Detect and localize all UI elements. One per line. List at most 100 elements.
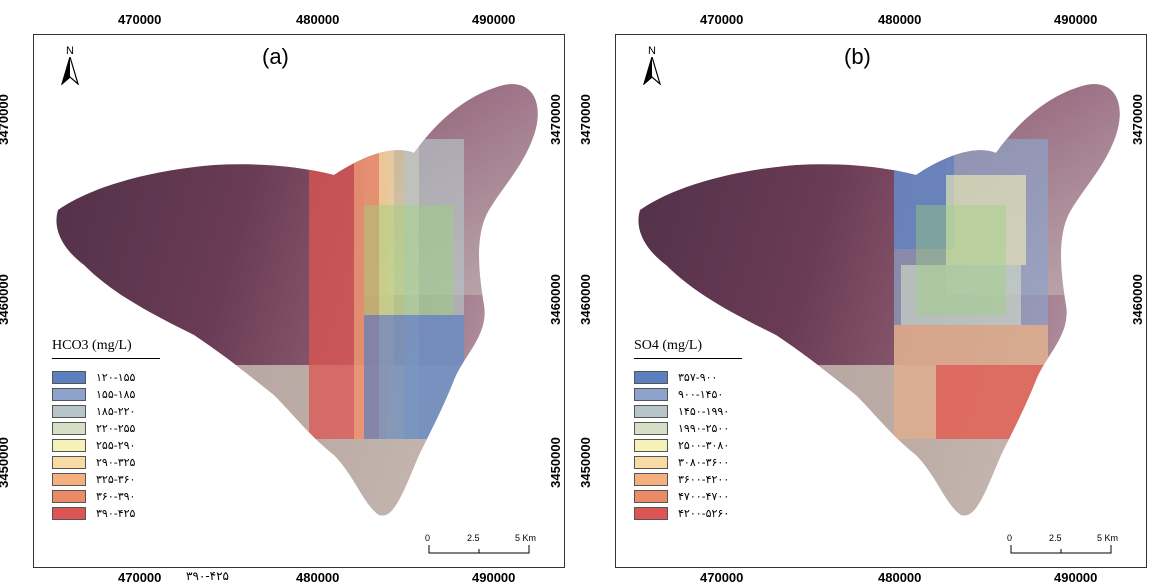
legend-row: ۳۹۰-۴۲۵ xyxy=(52,505,160,522)
x-tick-bottom-2: 480000 xyxy=(296,570,340,585)
legend-swatch xyxy=(634,439,668,452)
legend-swatch xyxy=(634,422,668,435)
legend-label: ۲۲۰-۲۵۵ xyxy=(96,422,136,435)
legend-label: ۱۸۵-۲۲۰ xyxy=(96,405,136,418)
legend-label: ۲۵۵-۲۹۰ xyxy=(96,439,136,452)
north-arrow-icon xyxy=(642,54,662,86)
legend-swatch xyxy=(52,388,86,401)
y-tick-right-3: 3450000 xyxy=(547,437,563,488)
north-letter-b: N xyxy=(648,45,656,57)
x-tick-bottom-1: 470000 xyxy=(118,570,162,585)
scale-label-1: 2.5 xyxy=(1049,533,1062,543)
scale-label-2: 5 Km xyxy=(515,533,537,543)
scale-bar-line xyxy=(1010,545,1112,554)
panel-b: 470000 480000 490000 3470000 3460000 345… xyxy=(578,0,1161,588)
legend-row: ۴۷۰۰-۴۷۰۰ xyxy=(634,488,742,505)
y-tick-right-2: 3460000 xyxy=(1129,274,1145,325)
x-tick-top-3: 490000 xyxy=(472,12,516,27)
legend-label: ۳۹۰-۴۲۵ xyxy=(96,507,136,520)
legend-swatch xyxy=(634,490,668,503)
legend-swatch xyxy=(52,507,86,520)
legend-swatch xyxy=(634,456,668,469)
legend-swatch xyxy=(52,422,86,435)
legend-title-b: SO4 (mg/L) xyxy=(634,338,742,359)
legend-row: ۱۲۰-۱۵۵ xyxy=(52,369,160,386)
x-tick-bottom-1: 470000 xyxy=(700,570,744,585)
north-arrow-a: N xyxy=(60,45,80,88)
map-frame-b xyxy=(615,34,1147,568)
scale-label-0: 0 xyxy=(1007,533,1013,543)
legend-swatch xyxy=(52,490,86,503)
y-tick-right-1: 3470000 xyxy=(547,94,563,145)
panel-a: 470000 480000 490000 3470000 3460000 345… xyxy=(0,0,580,588)
y-tick-left-2: 3460000 xyxy=(577,274,593,325)
map-frame-a xyxy=(33,34,565,568)
overlay-a xyxy=(309,139,464,439)
y-tick-left-1: 3470000 xyxy=(0,94,11,145)
x-tick-top-2: 480000 xyxy=(296,12,340,27)
legend-label: ۴۷۰۰-۴۷۰۰ xyxy=(678,490,730,503)
x-tick-bottom-3: 490000 xyxy=(472,570,516,585)
legend-swatch xyxy=(634,473,668,486)
legend-label: ۱۵۵-۱۸۵ xyxy=(96,388,136,401)
legend-label: ۴۲۰۰-۵۲۶۰ xyxy=(678,507,730,520)
panel-label-a: (a) xyxy=(262,44,289,69)
stray-label: ۳۹۰-۴۲۵ xyxy=(186,569,230,583)
legend-row: ۲۵۵-۲۹۰ xyxy=(52,437,160,454)
legend-label: ۲۹۰-۳۲۵ xyxy=(96,456,136,469)
y-tick-left-2: 3460000 xyxy=(0,274,11,325)
y-tick-left-1: 3470000 xyxy=(577,94,593,145)
y-tick-left-3: 3450000 xyxy=(0,437,11,488)
legend-row: ۹۰۰-۱۴۵۰ xyxy=(634,386,742,403)
legend-title-a: HCO3 (mg/L) xyxy=(52,338,160,359)
legend-swatch xyxy=(634,405,668,418)
legend-row: ۱۴۵۰-۱۹۹۰ xyxy=(634,403,742,420)
legend-label: ۳۰۸۰-۳۶۰۰ xyxy=(678,456,730,469)
north-letter-a: N xyxy=(66,45,74,57)
scale-bar-b: 0 2.5 5 Km xyxy=(1007,533,1127,555)
legend-row: ۱۹۹۰-۲۵۰۰ xyxy=(634,420,742,437)
x-tick-top-1: 470000 xyxy=(700,12,744,27)
y-tick-right-1: 3470000 xyxy=(1129,94,1145,145)
legend-row: ۳۵۷-۹۰۰ xyxy=(634,369,742,386)
legend-row: ۳۶۰-۳۹۰ xyxy=(52,488,160,505)
legend-a: HCO3 (mg/L) ۱۲۰-۱۵۵ ۱۵۵-۱۸۵ ۱۸۵-۲۲۰ ۲۲۰-… xyxy=(52,338,160,522)
legend-label: ۳۶۰۰-۴۲۰۰ xyxy=(678,473,730,486)
legend-label: ۱۲۰-۱۵۵ xyxy=(96,371,136,384)
legend-label: ۳۲۵-۳۶۰ xyxy=(96,473,136,486)
north-arrow-b: N xyxy=(642,45,662,88)
scale-label-2: 5 Km xyxy=(1097,533,1119,543)
legend-label: ۹۰۰-۱۴۵۰ xyxy=(678,388,724,401)
legend-row: ۱۸۵-۲۲۰ xyxy=(52,403,160,420)
x-tick-bottom-2: 480000 xyxy=(878,570,922,585)
panel-label-b: (b) xyxy=(844,44,871,69)
legend-label: ۱۹۹۰-۲۵۰۰ xyxy=(678,422,730,435)
map-image-a xyxy=(56,84,538,516)
legend-row: ۲۵۰۰-۳۰۸۰ xyxy=(634,437,742,454)
scale-label-0: 0 xyxy=(425,533,431,543)
legend-label: ۳۵۷-۹۰۰ xyxy=(678,371,718,384)
legend-swatch xyxy=(634,507,668,520)
y-tick-left-3: 3450000 xyxy=(577,437,593,488)
legend-swatch xyxy=(52,473,86,486)
legend-swatch xyxy=(634,388,668,401)
legend-row: ۳۰۸۰-۳۶۰۰ xyxy=(634,454,742,471)
legend-row: ۳۲۵-۳۶۰ xyxy=(52,471,160,488)
legend-swatch xyxy=(52,456,86,469)
legend-b: SO4 (mg/L) ۳۵۷-۹۰۰ ۹۰۰-۱۴۵۰ ۱۴۵۰-۱۹۹۰ ۱۹… xyxy=(634,338,742,522)
scale-bar-a: 0 2.5 5 Km xyxy=(425,533,545,555)
legend-swatch xyxy=(52,439,86,452)
legend-row: ۴۲۰۰-۵۲۶۰ xyxy=(634,505,742,522)
scale-label-1: 2.5 xyxy=(467,533,480,543)
y-tick-right-2: 3460000 xyxy=(547,274,563,325)
legend-label: ۳۶۰-۳۹۰ xyxy=(96,490,136,503)
x-tick-bottom-3: 490000 xyxy=(1054,570,1098,585)
legend-row: ۲۹۰-۳۲۵ xyxy=(52,454,160,471)
legend-swatch xyxy=(634,371,668,384)
north-arrow-icon xyxy=(60,54,80,86)
legend-swatch xyxy=(52,371,86,384)
x-tick-top-1: 470000 xyxy=(118,12,162,27)
legend-swatch xyxy=(52,405,86,418)
legend-row: ۳۶۰۰-۴۲۰۰ xyxy=(634,471,742,488)
overlay-b xyxy=(894,139,1048,439)
